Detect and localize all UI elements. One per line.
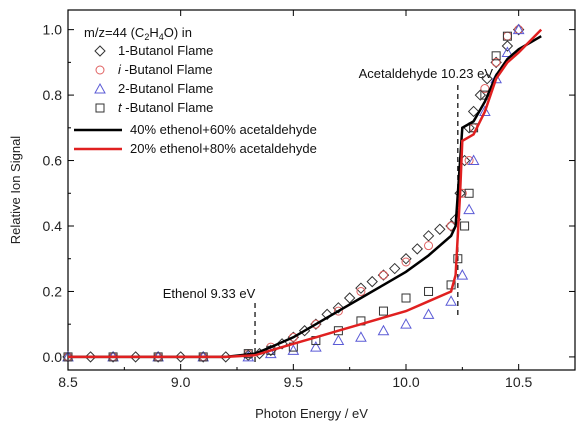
- data-point-triangle: [422, 308, 435, 319]
- legend-entry-name: -Butanol Flame: [122, 100, 214, 115]
- data-point-diamond: [434, 223, 446, 235]
- data-point-triangle: [287, 344, 300, 355]
- data-point-triangle: [264, 347, 277, 359]
- data-point-square: [378, 306, 388, 316]
- data-point-circle: [356, 286, 366, 296]
- annotation-label: Acetaldehyde 10.23 eV: [359, 66, 494, 81]
- data-point-diamond: [422, 230, 435, 242]
- data-point-diamond: [481, 73, 493, 85]
- legend-entry: i -Butanol Flame: [118, 62, 213, 77]
- legend-heading-part: m/z=44 (C: [84, 25, 144, 40]
- plot-frame: [67, 9, 576, 371]
- data-point-triangle: [355, 331, 367, 342]
- legend-heading-part: 4: [159, 32, 164, 42]
- data-point-circle: [502, 31, 512, 41]
- data-point-diamond: [474, 89, 487, 101]
- y-tick-label: 0.8: [43, 87, 63, 103]
- data-point-triangle: [456, 269, 469, 280]
- data-point-circle: [95, 65, 105, 75]
- data-point-diamond: [467, 105, 480, 118]
- data-point-triangle: [332, 334, 345, 346]
- data-point-square: [460, 221, 470, 231]
- data-point-diamond: [400, 253, 412, 265]
- data-point-circle: [401, 257, 411, 267]
- x-tick-label: 10.5: [505, 374, 532, 390]
- y-tick-label: 0.4: [43, 218, 63, 234]
- y-tick-label: 0.2: [43, 283, 63, 299]
- series-line: [68, 35, 542, 359]
- y-axis-title: Relative Ion Signal: [8, 136, 23, 245]
- annotation-label: Ethenol 9.33 eV: [163, 286, 256, 301]
- data-point-triangle: [310, 341, 322, 352]
- data-point-triangle: [501, 46, 514, 58]
- data-point-circle: [491, 57, 501, 67]
- legend-entry-name: 2-Butanol Flame: [118, 81, 213, 96]
- data-point-diamond: [94, 45, 106, 57]
- data-point-diamond: [355, 282, 367, 294]
- x-axis-title: Photon Energy / eV: [255, 406, 368, 421]
- data-point-circle: [480, 84, 490, 94]
- data-point-triangle: [445, 295, 457, 306]
- data-point-diamond: [321, 308, 333, 321]
- legend-entry: t -Butanol Flame: [118, 100, 213, 115]
- y-tick-label: 0.6: [43, 153, 63, 169]
- data-point-circle: [311, 319, 321, 329]
- legend-heading: m/z=44 (C2H4O) in: [84, 25, 192, 42]
- legend-entry-prefix: i: [118, 62, 122, 77]
- data-point-diamond: [343, 292, 356, 304]
- data-point-triangle: [479, 105, 491, 116]
- data-point-diamond: [174, 351, 187, 363]
- data-point-triangle: [400, 318, 412, 329]
- x-tick-label: 8.5: [58, 374, 78, 390]
- legend-heading-part: 2: [144, 32, 149, 42]
- data-point-circle: [333, 306, 343, 316]
- data-point-square: [424, 286, 434, 296]
- data-point-square: [464, 188, 474, 198]
- legend-line-label: 20% ethenol+80% acetaldehyde: [130, 141, 317, 156]
- y-tick-label: 0.0: [43, 349, 63, 365]
- data-point-diamond: [411, 243, 423, 255]
- data-point-diamond: [84, 351, 97, 363]
- data-point-triangle: [467, 154, 480, 166]
- legend-heading-part: O) in: [164, 25, 192, 40]
- data-point-triangle: [512, 23, 525, 35]
- x-tick-label: 9.5: [284, 374, 304, 390]
- legend-line-label: 40% ethenol+60% acetaldehyde: [130, 122, 317, 137]
- series-line: [68, 28, 543, 359]
- x-tick-label: 9.0: [171, 374, 191, 390]
- data-point-diamond: [332, 302, 345, 314]
- data-point-diamond: [389, 262, 401, 275]
- legend-entry: 2-Butanol Flame: [118, 81, 213, 96]
- legend-entry-prefix: t: [118, 100, 123, 115]
- legend-entry-name: 1-Butanol Flame: [118, 43, 213, 58]
- data-point-diamond: [220, 351, 232, 363]
- data-point-triangle: [94, 82, 106, 94]
- y-tick-label: 1.0: [43, 22, 63, 38]
- data-point-circle: [378, 270, 388, 280]
- data-point-circle: [288, 332, 298, 342]
- data-point-circle: [424, 241, 434, 251]
- data-point-triangle: [463, 203, 475, 215]
- data-point-diamond: [276, 338, 288, 350]
- x-tick-label: 10.0: [392, 374, 419, 390]
- legend-entry: 1-Butanol Flame: [118, 43, 213, 58]
- data-point-square: [95, 103, 105, 113]
- legend-heading-part: H: [149, 25, 158, 40]
- data-point-square: [502, 31, 512, 41]
- data-point-triangle: [377, 324, 390, 336]
- data-point-diamond: [129, 351, 142, 363]
- data-point-diamond: [366, 275, 378, 288]
- data-point-square: [401, 293, 411, 303]
- data-point-square: [491, 51, 501, 61]
- data-point-diamond: [501, 40, 514, 52]
- legend-entry-name: -Butanol Flame: [121, 62, 213, 77]
